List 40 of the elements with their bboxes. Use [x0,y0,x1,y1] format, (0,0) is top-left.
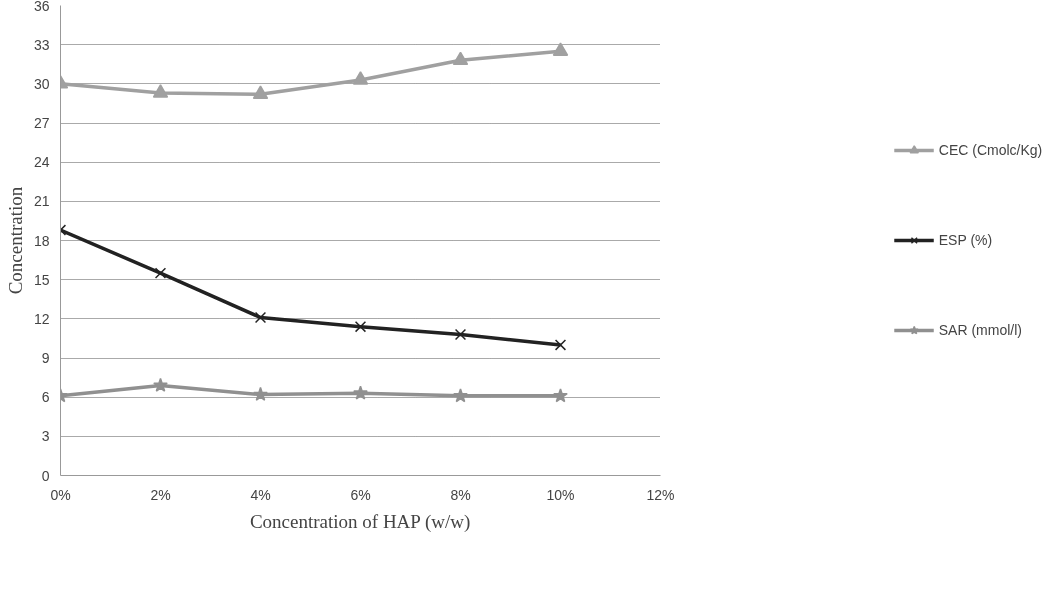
y-tick-label: 27 [33,115,50,131]
y-tick-label: 21 [33,193,50,210]
x-tick-label: 4% [250,486,271,503]
x-tick-label: 0% [50,486,71,503]
point [152,84,169,98]
point [554,339,567,351]
y-tick-label: 6 [41,389,50,406]
x-tick-label: 2% [150,486,171,503]
point [552,42,569,56]
x-tick-label: 10% [546,486,575,503]
point [253,386,268,401]
y-tick-label: 12 [33,310,50,327]
legend-label: ESP (%) [938,232,993,248]
legend-label: CEC (Cmolc/Kg) [938,142,1043,158]
point [452,51,469,66]
point [354,320,367,333]
point [553,388,568,403]
x-tick-label: 6% [350,486,371,503]
y-axis-title: Concentration [4,186,26,295]
x-tick-label: 12% [646,486,675,503]
y-tick-label: 3 [41,428,50,445]
point [454,328,467,341]
point [352,71,369,85]
point [254,311,267,324]
point [252,85,269,100]
point [453,388,468,403]
y-tick-label: 0 [41,467,50,484]
y-tick-label: 30 [33,75,50,92]
point [154,267,167,279]
y-tick-label: 24 [33,154,50,171]
y-tick-label: 15 [33,271,50,288]
legend-label: SAR (mmol/l) [938,322,1022,338]
y-tick-label: 9 [41,350,50,366]
y-tick-label: 36 [33,0,50,14]
point [153,377,168,392]
y-tick-label: 33 [33,36,50,53]
y-tick-label: 18 [33,232,50,249]
point [353,385,368,400]
x-tick-label: 8% [450,486,471,503]
x-axis-title: Concentration of HAP (w/w) [249,510,471,533]
